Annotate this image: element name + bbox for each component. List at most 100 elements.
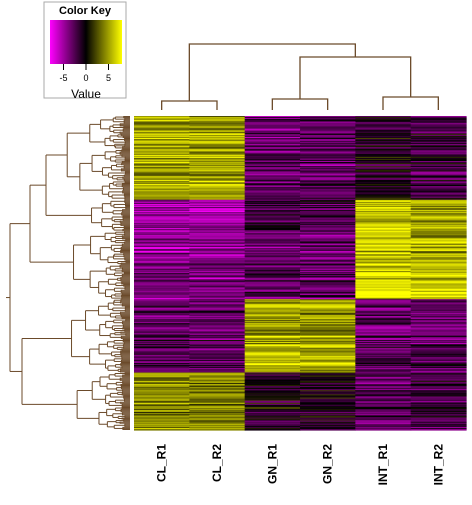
- heatmap-cell: [244, 224, 301, 227]
- heatmap-cell: [134, 146, 190, 148]
- heatmap-cell: [410, 267, 467, 270]
- heatmap-cell: [244, 395, 301, 398]
- heatmap-cell: [244, 194, 301, 197]
- heatmap-cell: [300, 399, 356, 402]
- heatmap-cell: [134, 276, 190, 278]
- heatmap-cell: [355, 187, 412, 189]
- heatmap-cell: [355, 203, 412, 206]
- heatmap-cell: [410, 123, 467, 125]
- heatmap-cell: [355, 199, 412, 202]
- heatmap-cell: [244, 208, 301, 210]
- heatmap-cell: [244, 320, 301, 322]
- heatmap-cell: [300, 367, 356, 369]
- heatmap-cell: [189, 409, 246, 411]
- heatmap-cell: [300, 397, 356, 400]
- heatmap-cell: [410, 199, 467, 202]
- heatmap-cell: [300, 339, 356, 342]
- heatmap-cell: [244, 393, 301, 396]
- heatmap-cell: [244, 201, 301, 204]
- heatmap-cell: [410, 401, 467, 404]
- heatmap-cell: [355, 390, 412, 392]
- heatmap-cell: [300, 116, 356, 118]
- heatmap-cell: [189, 168, 246, 170]
- heatmap-cell: [189, 421, 246, 424]
- heatmap-cell: [189, 358, 246, 361]
- heatmap-cell: [134, 329, 190, 332]
- heatmap-cell: [300, 379, 356, 382]
- heatmap-cell: [355, 422, 412, 425]
- heatmap-cell: [134, 125, 190, 128]
- heatmap-cell: [189, 343, 246, 345]
- heatmap-cell: [355, 382, 412, 385]
- heatmap-cell: [189, 208, 246, 210]
- heatmap-cell: [189, 405, 246, 408]
- heatmap-cell: [410, 427, 467, 430]
- heatmap-cell: [355, 424, 412, 427]
- heatmap-cell: [134, 181, 190, 184]
- heatmap-cell: [300, 275, 356, 277]
- heatmap-cell: [410, 288, 467, 291]
- heatmap-cell: [134, 358, 190, 361]
- heatmap-cell: [355, 360, 412, 363]
- heatmap-cell: [244, 313, 301, 316]
- heatmap-cell: [189, 248, 246, 251]
- heatmap-cell: [355, 120, 412, 122]
- heatmap-cell: [244, 423, 301, 426]
- heatmap-cell: [300, 186, 356, 188]
- heatmap-cell: [189, 415, 246, 417]
- heatmap-cell: [300, 150, 356, 153]
- heatmap-cell: [189, 396, 246, 399]
- heatmap-cell: [189, 388, 246, 390]
- heatmap-cell: [244, 294, 301, 297]
- heatmap-cell: [189, 380, 246, 383]
- heatmap-cell: [355, 253, 412, 255]
- heatmap-cell: [244, 221, 301, 224]
- heatmap-cell: [244, 207, 301, 209]
- heatmap-cell: [355, 140, 412, 142]
- heatmap-cell: [189, 339, 246, 342]
- heatmap-cell: [189, 261, 246, 264]
- heatmap-cell: [134, 251, 190, 253]
- heatmap-cell: [134, 342, 190, 344]
- heatmap-cell: [244, 164, 301, 166]
- heatmap-cell: [355, 151, 412, 154]
- heatmap-cell: [300, 315, 356, 318]
- heatmap-cell: [134, 398, 190, 401]
- heatmap-cell: [300, 198, 356, 201]
- heatmap-cell: [134, 335, 190, 338]
- heatmap-cell: [189, 157, 246, 160]
- heatmap-cell: [134, 359, 190, 362]
- heatmap-cell: [300, 377, 356, 380]
- heatmap-cell: [189, 275, 246, 277]
- heatmap-cell: [300, 314, 356, 317]
- heatmap-cell: [134, 123, 190, 125]
- heatmap-cell: [355, 271, 412, 274]
- heatmap-cell: [244, 332, 301, 335]
- heatmap-cell: [355, 415, 412, 417]
- column-label: INT_R1: [376, 444, 390, 486]
- heatmap-cell: [189, 258, 246, 260]
- heatmap-cell: [244, 265, 301, 268]
- heatmap-cell: [410, 188, 467, 190]
- heatmap-cell: [244, 280, 301, 282]
- heatmap-cell: [189, 150, 246, 153]
- heatmap-cell: [410, 200, 467, 203]
- heatmap-cell: [244, 144, 301, 146]
- heatmap-cell: [410, 315, 467, 318]
- heatmap-cell: [134, 413, 190, 415]
- heatmap-cell: [300, 137, 356, 140]
- heatmap-cell: [189, 398, 246, 401]
- heatmap-cell: [244, 131, 301, 134]
- heatmap-cell: [300, 215, 356, 218]
- heatmap-cell: [355, 124, 412, 127]
- heatmap-cell: [134, 235, 190, 237]
- heatmap-cell: [134, 308, 190, 311]
- heatmap-cell: [244, 150, 301, 153]
- heatmap-cell: [300, 335, 356, 338]
- heatmap-cell: [244, 156, 301, 159]
- heatmap-cell: [134, 172, 190, 175]
- heatmap-cell: [189, 135, 246, 138]
- heatmap-cell: [189, 127, 246, 130]
- heatmap-cell: [244, 355, 301, 358]
- heatmap-cell: [134, 133, 190, 136]
